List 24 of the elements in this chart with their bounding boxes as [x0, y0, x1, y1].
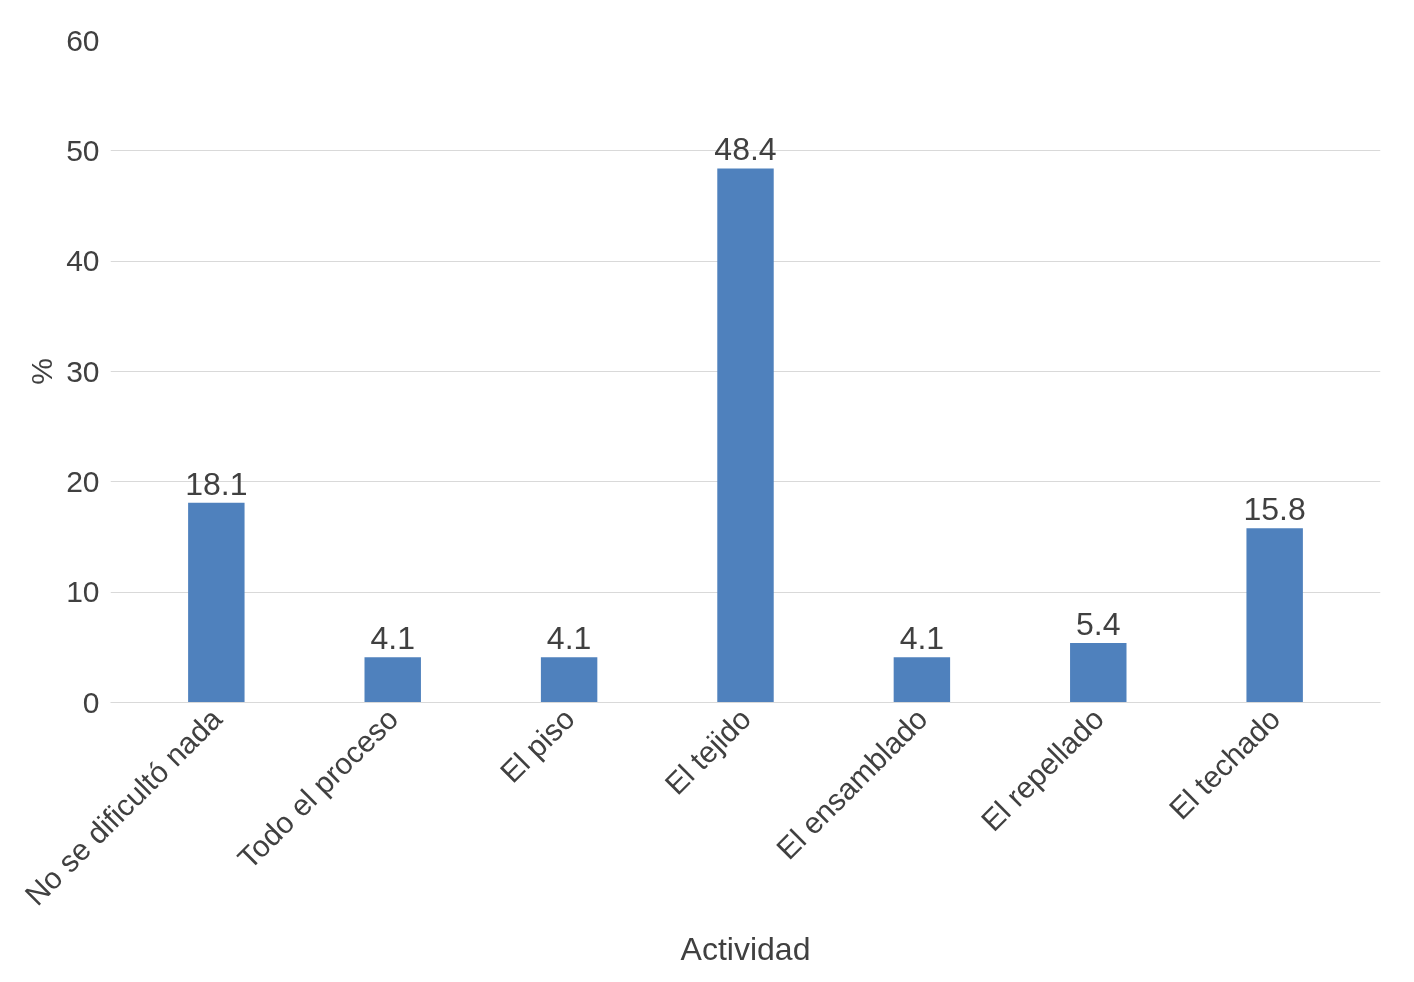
y-tick-label: 10	[66, 575, 100, 609]
y-axis-title: %	[25, 358, 59, 385]
bar	[1070, 642, 1127, 703]
data-label: 15.8	[1243, 491, 1306, 528]
bar	[540, 657, 598, 703]
bar	[364, 657, 421, 703]
y-tick-label: 30	[66, 354, 100, 388]
data-label: 4.1	[546, 620, 592, 657]
x-axis-title: Actividad	[680, 931, 811, 968]
y-tick-label: 60	[66, 23, 100, 57]
data-label: 5.4	[1076, 605, 1121, 642]
data-label: 18.1	[185, 465, 248, 502]
bar	[188, 502, 245, 703]
data-label: 4.1	[370, 620, 415, 657]
y-tick-label: 20	[66, 464, 100, 498]
y-tick-label: 50	[66, 133, 100, 167]
bar	[717, 168, 774, 703]
bar	[893, 657, 951, 703]
bar	[1246, 528, 1303, 703]
data-label: 48.4	[714, 131, 777, 168]
y-tick-label: 40	[66, 244, 100, 278]
y-tick-label: 0	[82, 685, 100, 719]
data-label: 4.1	[899, 620, 945, 657]
x-tick-label: El piso	[493, 701, 581, 789]
